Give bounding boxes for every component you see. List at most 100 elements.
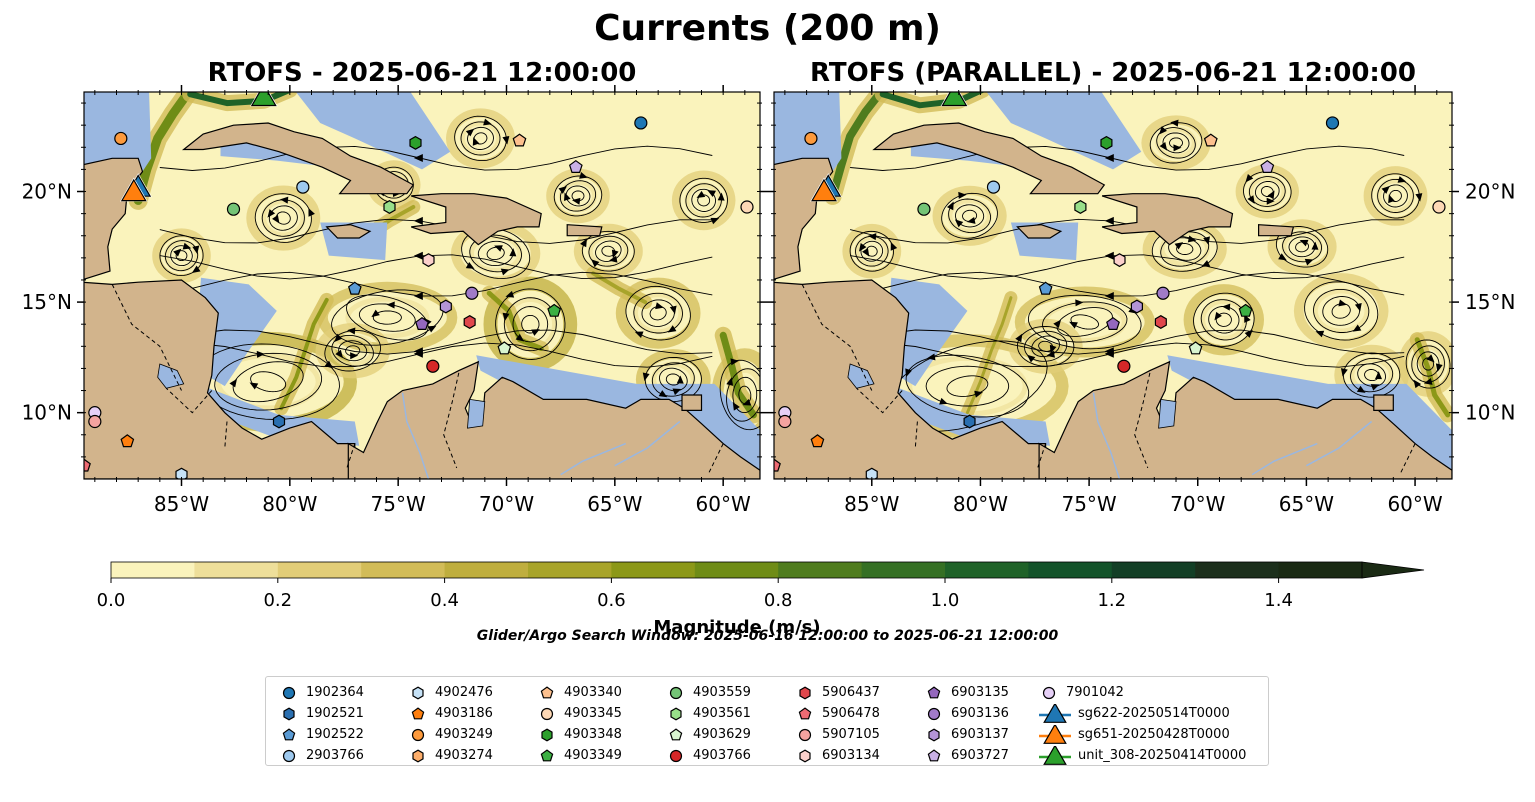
lon-tick-label: 65°W: [1279, 492, 1334, 516]
legend-label: 4903349: [564, 748, 622, 763]
legend-item: 6903134: [794, 745, 880, 766]
lon-tick-label: 60°W: [1387, 492, 1442, 516]
float-2903766: [296, 180, 310, 194]
colorbar-frame: [110, 561, 1363, 579]
streamline: [164, 240, 199, 272]
lat-tick-label: 20°N: [22, 180, 72, 204]
float-4903345: [740, 200, 754, 214]
country-border: [801, 284, 873, 391]
streamline-arrow: [472, 137, 480, 146]
legend-marker: [669, 686, 683, 699]
strong-current-band: [133, 92, 195, 205]
map-frame: [773, 91, 1453, 480]
legend-marker: [411, 706, 425, 719]
streamline: [850, 254, 1405, 280]
streamline-arrow: [580, 238, 587, 248]
legend-float-marker: [412, 749, 424, 762]
country-border: [1036, 443, 1047, 471]
streamline: [850, 145, 1405, 171]
country-border: [856, 387, 903, 414]
speed-band: [932, 185, 1007, 246]
lat-tick-label: 10°N: [1465, 401, 1515, 425]
land-puertorico: [566, 224, 603, 237]
streamline: [1070, 314, 1100, 330]
lon-tick-label: 75°W: [1061, 492, 1116, 516]
streamline: [625, 285, 691, 341]
country-border: [707, 443, 724, 475]
legend-label: 6903135: [951, 685, 1009, 700]
streamline: [1275, 226, 1329, 268]
streamline: [1024, 330, 1068, 362]
streamline-arrow: [890, 241, 898, 251]
colorbar-bin: [194, 562, 279, 578]
legend-item: 1902522: [278, 724, 364, 745]
streamline-arrow: [1299, 239, 1309, 247]
colorbar-tick-label: 1.2: [1097, 590, 1126, 611]
speed-band: [854, 234, 890, 268]
legend-float-marker: [540, 685, 554, 698]
streamline-arrow: [571, 197, 581, 205]
land-jamaica: [1016, 224, 1063, 239]
lon-tick-label: 85°W: [844, 492, 899, 516]
legend-label: 4903340: [564, 685, 622, 700]
streamline-arrow: [1104, 216, 1114, 225]
streamline: [1176, 243, 1194, 255]
river: [1251, 442, 1318, 476]
streamline: [159, 145, 713, 171]
legend-column: 7901042 sg622-20250514T0000 sg651-20250428…: [1038, 682, 1246, 766]
lat-tick-label: 10°N: [22, 401, 72, 425]
legend-marker: [412, 686, 424, 699]
speed-band: [1199, 298, 1248, 341]
streamline-arrow: [1315, 330, 1325, 338]
streamline-arrow: [858, 243, 867, 252]
float-4903349: [547, 303, 562, 317]
lake-maracaibo: [1158, 398, 1177, 429]
colorbar-extend-arrow: [1361, 561, 1425, 579]
streamline: [1243, 171, 1292, 212]
speed-band: [842, 223, 902, 279]
strong-current-band: [591, 271, 648, 305]
land-puertorico: [1258, 224, 1295, 237]
nicaragua-rise-shelf: [884, 277, 968, 387]
streamline-arrow: [696, 190, 706, 199]
speed-band: [468, 233, 523, 274]
legend-column: 4903559 4903561 4903629 4903766: [665, 682, 751, 766]
legend-label: 1902364: [306, 685, 364, 700]
legend-label: 5906437: [822, 685, 880, 700]
streamline-arrow: [308, 207, 315, 217]
lon-tick-label: 85°W: [154, 492, 209, 516]
legend-marker: [927, 685, 941, 698]
colorbar-label: Magnitude (m/s): [653, 617, 820, 638]
streamline-arrow: [634, 331, 644, 338]
legend-label: unit_308-20250414T0000: [1078, 748, 1247, 763]
streamline: [925, 365, 1010, 407]
legend-item: 5906478: [794, 703, 880, 724]
float-4903629: [1188, 341, 1203, 355]
legend-label: 5906478: [822, 706, 880, 721]
legend-float-marker: [669, 686, 683, 699]
streamline-arrow: [669, 305, 677, 315]
legend-item: 6903727: [923, 745, 1009, 766]
streamline: [1254, 181, 1280, 203]
legend-label: 4903629: [693, 727, 751, 742]
streamline-arrow: [710, 217, 720, 225]
country-border: [111, 284, 182, 391]
land-southam: [347, 360, 760, 479]
speed-band: [1183, 284, 1265, 356]
float-4903559: [226, 202, 241, 216]
legend-marker: [670, 707, 682, 720]
streamline: [1208, 306, 1240, 334]
streamline-arrow: [1159, 142, 1168, 151]
colorbar-bin: [361, 562, 446, 578]
streamline: [1200, 299, 1247, 341]
streamline-arrow: [413, 291, 423, 300]
speed-band: [459, 120, 502, 157]
colorbar-bin: [778, 562, 863, 578]
legend-marker: [412, 749, 424, 762]
float-6903727: [568, 159, 583, 173]
lat-tick-label: 15°N: [1465, 290, 1515, 314]
streamline: [1162, 132, 1190, 154]
country-border: [1134, 372, 1151, 469]
streamline-arrow: [726, 377, 734, 386]
float-4903249: [114, 131, 128, 146]
